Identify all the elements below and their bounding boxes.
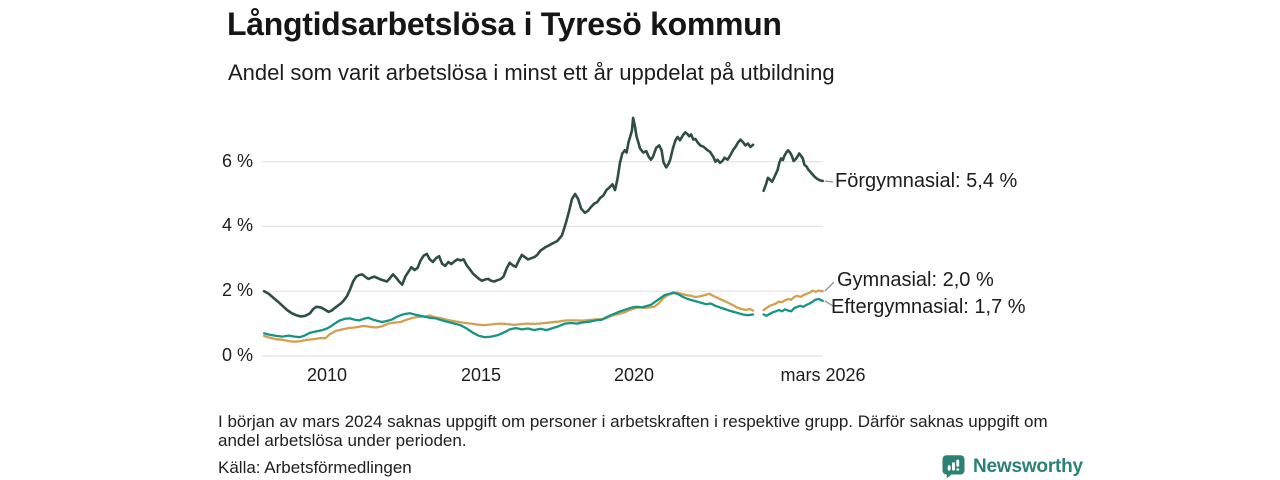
x-axis-tick: 2020 xyxy=(613,365,655,385)
newsworthy-logo: Newsworthy xyxy=(941,454,1083,479)
x-axis-tick: mars 2026 xyxy=(780,365,866,385)
source-credit: Källa: Arbetsförmedlingen xyxy=(218,458,412,477)
page-title: Långtidsarbetslösa i Tyresö kommun xyxy=(227,6,782,42)
series-label-gymnasial: Gymnasial: 2,0 % xyxy=(837,269,994,291)
footnote-line-2: andel arbetslösa under perioden. xyxy=(218,431,467,450)
footnote: I början av mars 2024 saknas uppgift om … xyxy=(218,412,1048,450)
series-line-eftergymnasial xyxy=(762,297,824,317)
y-axis-tick: 6 % xyxy=(221,151,253,171)
newsworthy-chart-bubble-icon xyxy=(942,455,965,479)
series-line-förgymnasial xyxy=(762,149,825,193)
footnote-line-1: I början av mars 2024 saknas uppgift om … xyxy=(218,412,1048,431)
label-connector xyxy=(824,281,835,292)
series-line-förgymnasial xyxy=(262,116,755,318)
y-axis-tick: 2 % xyxy=(221,280,253,300)
x-axis-tick: 2015 xyxy=(460,365,502,385)
series-line-gymnasial xyxy=(762,289,824,312)
x-axis-tick: 2010 xyxy=(306,365,348,385)
y-axis-tick: 4 % xyxy=(221,215,253,235)
series-label-forgymnasial: Förgymnasial: 5,4 % xyxy=(835,170,1018,192)
label-connector xyxy=(824,180,834,183)
brand-wordmark: Newsworthy xyxy=(973,455,1083,477)
series-line-gymnasial xyxy=(262,291,755,343)
y-axis-tick: 0 % xyxy=(221,345,253,365)
chart-subtitle: Andel som varit arbetslösa i minst ett å… xyxy=(228,60,835,85)
label-connector xyxy=(824,300,834,307)
series-label-eftergymnasial: Eftergymnasial: 1,7 % xyxy=(831,296,1026,318)
series-line-eftergymnasial xyxy=(262,291,755,339)
